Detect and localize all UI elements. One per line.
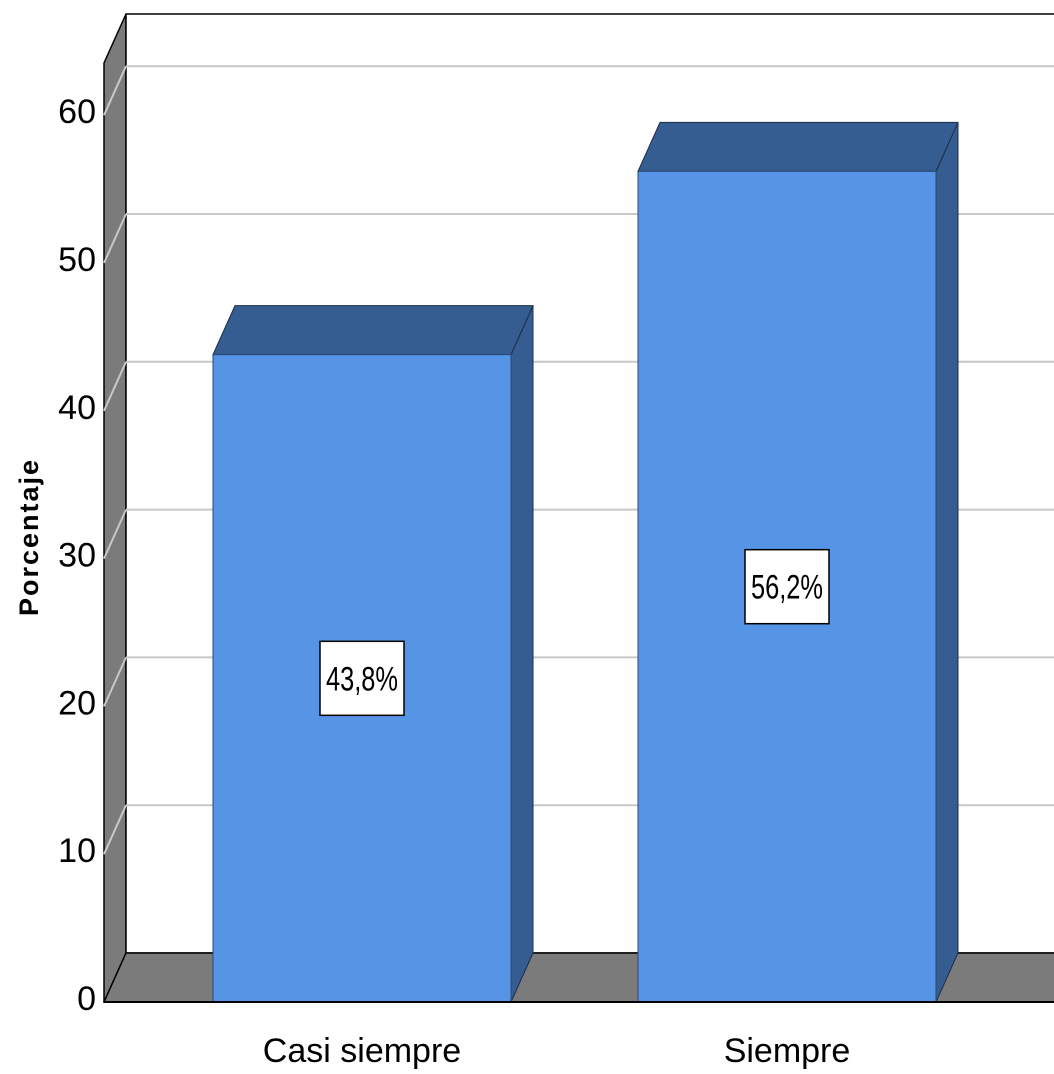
side-gridline	[103, 656, 127, 707]
bar-siempre: 56,2%	[637, 121, 959, 1003]
data-label: 43,8%	[326, 660, 398, 698]
side-gridline	[103, 804, 127, 855]
y-tick-label: 20	[58, 684, 96, 722]
data-label-box	[744, 548, 830, 625]
bar-side-face	[510, 305, 534, 1003]
y-tick-label: 60	[58, 93, 96, 131]
y-tick-label: 50	[58, 241, 96, 279]
side-gridline	[103, 361, 127, 412]
y-axis-title: Porcentaje	[14, 458, 44, 616]
y-tick-label: 0	[77, 980, 96, 1018]
bar-side-face	[935, 122, 959, 1003]
bars: 43,8% 56,2%	[212, 121, 959, 1003]
y-tick-label: 10	[58, 832, 96, 870]
bar-top-face	[637, 121, 959, 172]
side-gridline	[103, 213, 127, 264]
y-tick-labels: 0 10 20 30 40 50 60	[58, 93, 96, 1018]
category-labels: Casi siempre Siempre	[263, 1032, 851, 1070]
side-wall	[103, 13, 127, 1003]
side-gridline	[103, 65, 127, 116]
bar-top-face	[212, 305, 534, 356]
y-tick-label: 30	[58, 537, 96, 575]
data-label: 56,2%	[751, 569, 823, 607]
bar-casi-siempre: 43,8%	[212, 305, 534, 1003]
data-label-box	[319, 640, 405, 717]
side-gridline	[103, 509, 127, 560]
y-tick-label: 40	[58, 389, 96, 427]
category-label: Casi siempre	[263, 1032, 461, 1070]
category-label: Siempre	[724, 1032, 851, 1070]
